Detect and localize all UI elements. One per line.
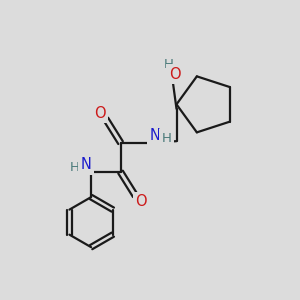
Text: O: O — [169, 67, 180, 82]
Text: N: N — [150, 128, 161, 143]
Text: H: H — [70, 161, 80, 174]
Text: H: H — [164, 58, 173, 70]
Text: O: O — [135, 194, 147, 209]
Text: H: H — [161, 132, 171, 145]
Text: O: O — [94, 106, 106, 121]
Text: N: N — [80, 157, 91, 172]
